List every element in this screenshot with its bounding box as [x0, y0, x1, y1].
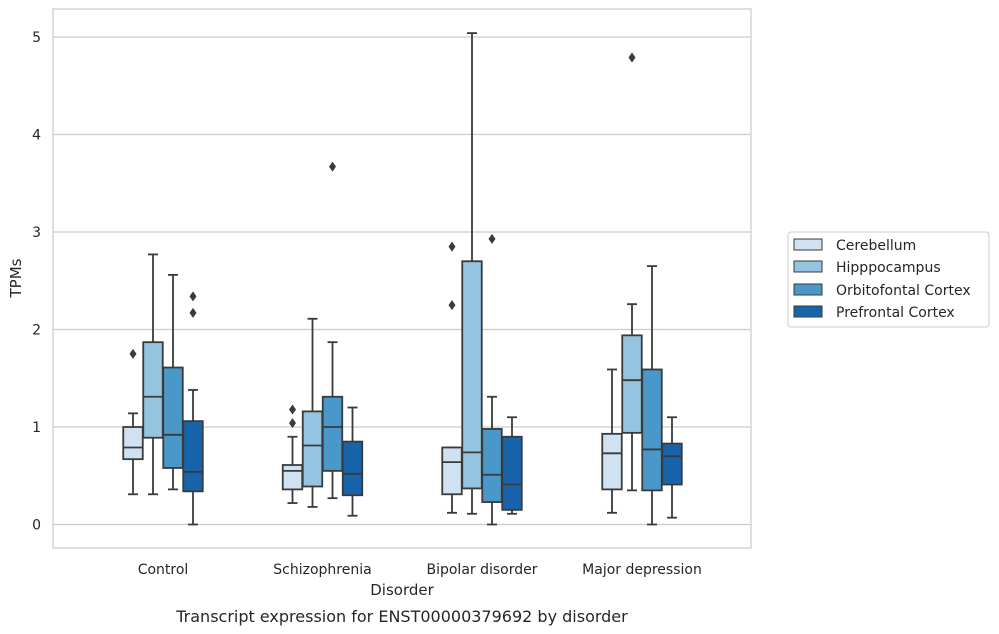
box-schizophrenia-prefrontal-cortex [341, 406, 364, 517]
box-control-cerebellum [122, 348, 144, 496]
box-iqr [341, 440, 364, 497]
box-bipolar-disorder-orbitofontal-cortex [481, 233, 503, 526]
outlier-point [448, 241, 456, 252]
outlier-point [488, 233, 496, 244]
box-major-depression-hipppocampus [621, 52, 643, 492]
outlier-point [329, 161, 336, 172]
x-tick-label-schizophrenia: Schizophrenia [273, 562, 371, 578]
outlier-point [289, 418, 296, 429]
legend-item-cerebellum: Cerebellum [793, 238, 916, 254]
legend-item-orbitofrontal-cortex: Orbitofontal Cortex [793, 283, 971, 299]
y-tick-labels: 0 1 2 3 4 5 [32, 30, 41, 534]
box-bipolar-disorder-cerebellum [441, 241, 463, 514]
box-iqr [281, 464, 304, 491]
box-major-depression-prefrontal-cortex [661, 416, 683, 519]
legend-label-hippocampus: Hipppocampus [836, 260, 941, 276]
chart-caption: Transcript expression for ENST0000037969… [175, 607, 628, 626]
outlier-point [628, 52, 636, 63]
legend: Cerebellum Hipppocampus Orbitofontal Cor… [787, 231, 990, 328]
box-iqr [501, 435, 523, 511]
y-tick-label-5: 5 [32, 30, 41, 46]
box-iqr [182, 420, 204, 493]
y-tick-label-4: 4 [32, 128, 41, 144]
x-axis-title: Disorder [370, 581, 434, 599]
y-tick-label-3: 3 [32, 225, 41, 241]
y-axis-title: TPMs [7, 258, 25, 298]
box-iqr [122, 426, 144, 461]
box-iqr [301, 410, 324, 488]
x-tick-label-control: Control [138, 562, 189, 578]
legend-label-cerebellum: Cerebellum [836, 238, 916, 254]
box-iqr [461, 260, 483, 490]
boxes [122, 32, 683, 526]
x-tick-labels: Control Schizophrenia Bipolar disorder Majo… [138, 562, 702, 578]
outlier-point [448, 300, 456, 311]
box-iqr [142, 341, 164, 439]
box-iqr [641, 368, 663, 492]
legend-frame [787, 231, 990, 328]
y-tick-label-0: 0 [32, 518, 41, 534]
legend-item-prefrontal-cortex: Prefrontal Cortex [793, 305, 955, 321]
y-tick-label-2: 2 [32, 323, 41, 339]
x-tick-label-major-depression: Major depression [582, 562, 702, 578]
legend-item-hippocampus: Hipppocampus [793, 260, 941, 276]
box-iqr [321, 395, 344, 472]
box-control-prefrontal-cortex [182, 291, 204, 526]
outlier-point [289, 404, 296, 415]
box-iqr [481, 428, 503, 503]
box-iqr [601, 432, 623, 491]
legend-label-orbitofrontal-cortex: Orbitofontal Cortex [836, 283, 971, 299]
box-bipolar-disorder-hipppocampus [461, 32, 483, 515]
box-iqr [162, 366, 184, 469]
box-bipolar-disorder-prefrontal-cortex [501, 416, 523, 515]
box-control-hipppocampus [142, 253, 164, 496]
box-iqr [441, 446, 463, 496]
box-schizophrenia-hipppocampus [301, 317, 324, 508]
box-major-depression-orbitofontal-cortex [641, 265, 663, 526]
box-iqr [621, 334, 643, 434]
box-schizophrenia-cerebellum [281, 404, 304, 504]
plot-frame [52, 8, 752, 549]
x-tick-label-bipolar-disorder: Bipolar disorder [426, 562, 537, 578]
legend-swatch-hippocampus [793, 260, 823, 273]
box-schizophrenia-orbitofontal-cortex [321, 161, 344, 500]
legend-swatch-prefrontal-cortex [793, 305, 823, 318]
y-tick-label-1: 1 [32, 420, 41, 436]
box-iqr [661, 442, 683, 486]
outlier-point [189, 307, 197, 318]
box-major-depression-cerebellum [601, 368, 623, 514]
legend-swatch-orbitofrontal-cortex [793, 283, 823, 296]
outlier-point [129, 348, 137, 359]
legend-swatch-cerebellum [793, 238, 823, 251]
outlier-point [189, 291, 197, 302]
legend-label-prefrontal-cortex: Prefrontal Cortex [836, 305, 955, 321]
box-control-orbitofontal-cortex [162, 273, 184, 491]
